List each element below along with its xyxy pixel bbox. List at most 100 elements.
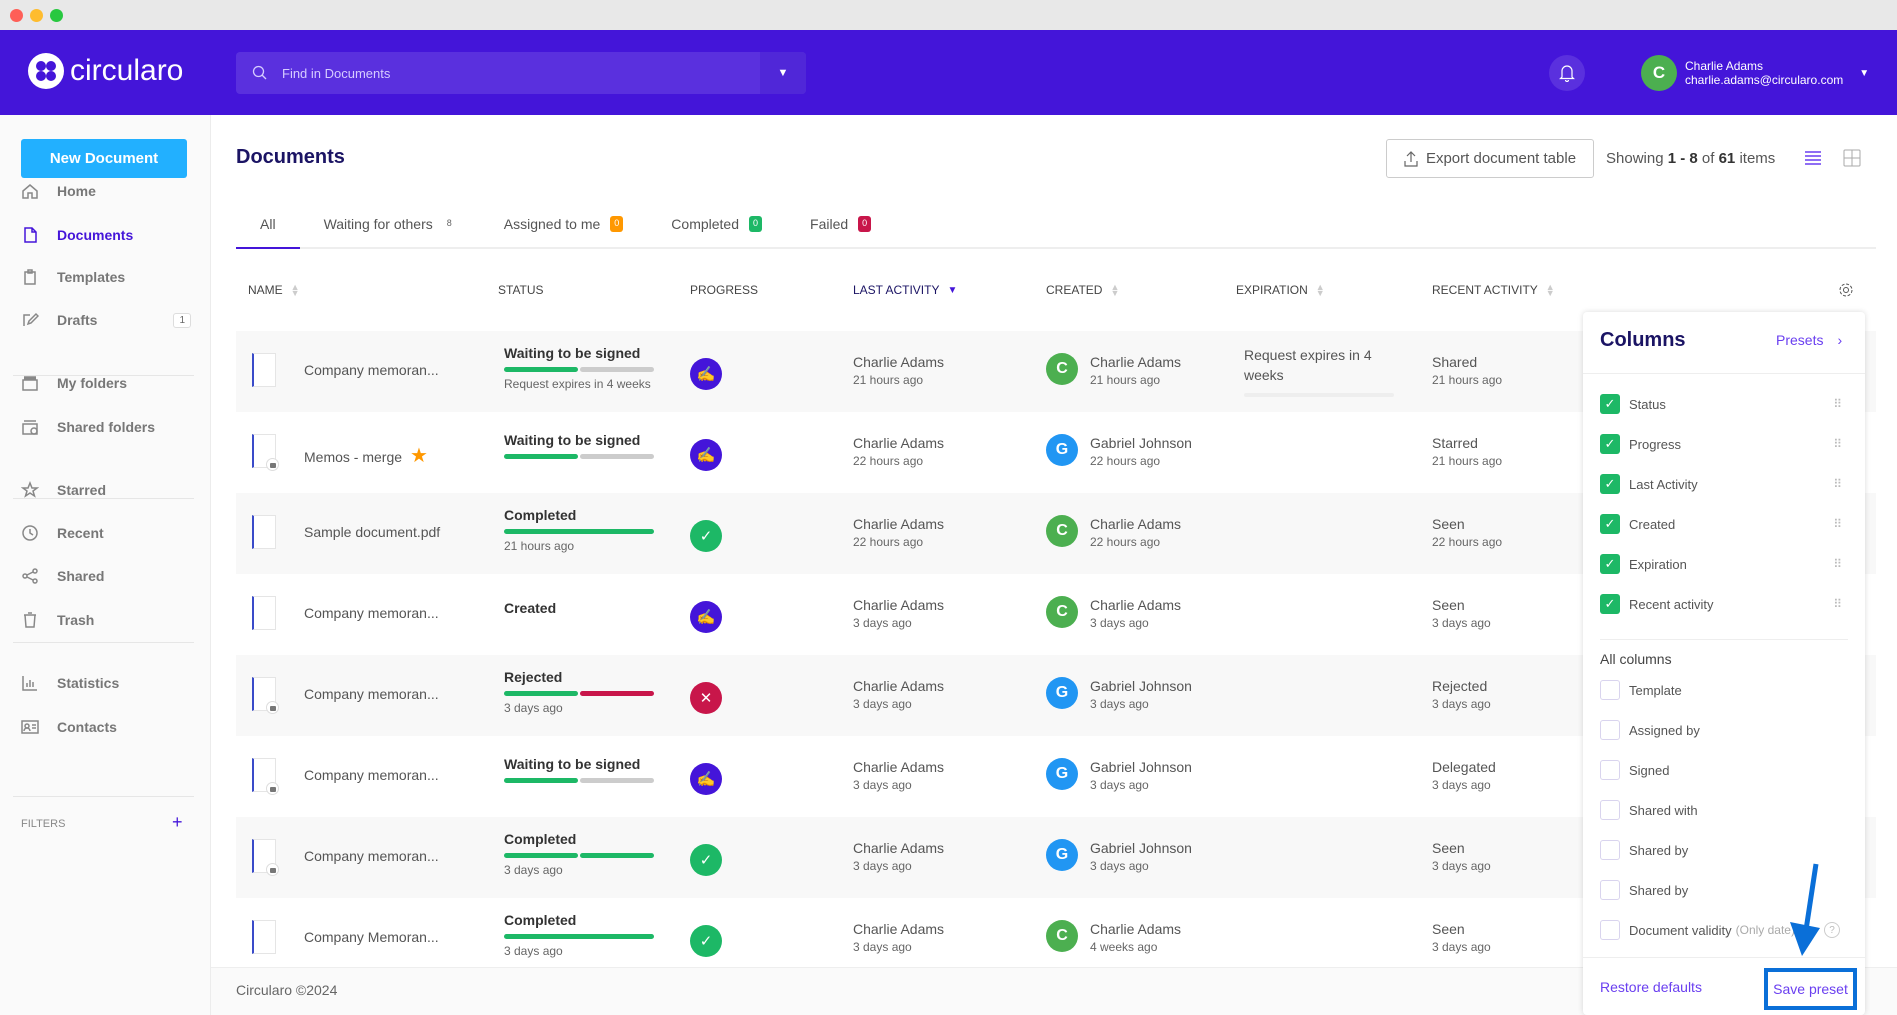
- table-row[interactable]: Company Memoran... Completed 3 days ago ✓…: [236, 898, 1876, 979]
- checkbox-unchecked[interactable]: [1600, 840, 1620, 860]
- column-option-expiration[interactable]: ✓ Expiration ⠿: [1600, 554, 1842, 574]
- tab-completed[interactable]: Completed 0: [647, 210, 786, 249]
- sidebar-item-contacts[interactable]: Contacts: [21, 712, 191, 742]
- column-header-created[interactable]: Created ▲ ▼: [1046, 282, 1120, 298]
- restore-defaults-button[interactable]: Restore defaults: [1600, 979, 1702, 995]
- search-bar[interactable]: Find in Documents ▼: [236, 52, 806, 94]
- progress-sign-icon[interactable]: ✍: [690, 763, 722, 795]
- column-header-last-activity[interactable]: Last activity ▼: [853, 283, 958, 297]
- sidebar-item-trash[interactable]: Trash: [21, 605, 191, 635]
- checkbox-checked[interactable]: ✓: [1600, 514, 1620, 534]
- drag-handle-icon[interactable]: ⠿: [1833, 437, 1842, 451]
- column-option-document-validity[interactable]: Document validity (Only date)?: [1600, 920, 1840, 940]
- checkbox-unchecked[interactable]: [1600, 720, 1620, 740]
- progress-sign-icon[interactable]: ✍: [690, 439, 722, 471]
- checkbox-unchecked[interactable]: [1600, 760, 1620, 780]
- drag-handle-icon[interactable]: ⠿: [1833, 597, 1842, 611]
- list-icon: [1805, 151, 1821, 165]
- list-view-button[interactable]: [1804, 150, 1822, 171]
- column-header-progress[interactable]: Progress: [690, 283, 759, 297]
- status-progress-bar: [504, 778, 654, 783]
- sidebar-item-drafts[interactable]: Drafts 1: [21, 305, 191, 335]
- checkbox-unchecked[interactable]: [1600, 880, 1620, 900]
- user-menu[interactable]: C Charlie Adams charlie.adams@circularo.c…: [1641, 55, 1869, 91]
- add-filter-button[interactable]: +: [172, 812, 183, 832]
- progress-check-icon[interactable]: ✓: [690, 925, 722, 957]
- tab-all[interactable]: All: [236, 210, 300, 249]
- table-row[interactable]: Company memoran... Created ✍ Charlie Ada…: [236, 574, 1876, 655]
- notifications-button[interactable]: [1549, 55, 1585, 91]
- tab-assigned-to-me[interactable]: Assigned to me 0: [480, 210, 648, 249]
- checkbox-checked[interactable]: ✓: [1600, 474, 1620, 494]
- pagination-summary: Showing 1 - 8 of 61 items: [1606, 150, 1776, 167]
- column-option-recent-activity[interactable]: ✓ Recent activity ⠿: [1600, 594, 1842, 614]
- column-option-template[interactable]: Template: [1600, 680, 1840, 700]
- checkbox-checked[interactable]: ✓: [1600, 394, 1620, 414]
- drag-handle-icon[interactable]: ⠿: [1833, 477, 1842, 491]
- sidebar-item-my-folders[interactable]: My folders: [21, 368, 191, 398]
- progress-sign-icon[interactable]: ✍: [690, 358, 722, 390]
- checkbox-checked[interactable]: ✓: [1600, 554, 1620, 574]
- column-header-recent-activity[interactable]: Recent activity ▲ ▼: [1432, 282, 1555, 298]
- sidebar-item-statistics[interactable]: Statistics: [21, 668, 191, 698]
- checkbox-checked[interactable]: ✓: [1600, 594, 1620, 614]
- status-progress-bar: [504, 454, 654, 459]
- gear-icon[interactable]: [1838, 282, 1854, 298]
- save-preset-button[interactable]: Save preset: [1764, 968, 1857, 1010]
- checkbox-unchecked[interactable]: [1600, 920, 1620, 940]
- column-header-status[interactable]: Status: [498, 283, 544, 297]
- table-row[interactable]: Memos - merge ★ Waiting to be signed ✍ Ch…: [236, 412, 1876, 493]
- column-header-name[interactable]: Name ▲ ▼: [248, 282, 300, 298]
- sidebar-item-starred[interactable]: Starred: [21, 475, 191, 505]
- search-dropdown-button[interactable]: ▼: [760, 52, 806, 94]
- column-option-progress[interactable]: ✓ Progress ⠿: [1600, 434, 1842, 454]
- table-row[interactable]: Company memoran... Waiting to be signed …: [236, 736, 1876, 817]
- sidebar-item-shared-folders[interactable]: Shared folders: [21, 412, 191, 442]
- drag-handle-icon[interactable]: ⠿: [1833, 557, 1842, 571]
- tab-failed[interactable]: Failed 0: [786, 210, 895, 249]
- column-option-last-activity[interactable]: ✓ Last Activity ⠿: [1600, 474, 1842, 494]
- presets-link[interactable]: Presets ›: [1776, 332, 1843, 348]
- checkbox-unchecked[interactable]: [1600, 680, 1620, 700]
- logo[interactable]: circularo: [28, 53, 183, 89]
- column-option-signed[interactable]: Signed: [1600, 760, 1840, 780]
- grid-view-button[interactable]: [1843, 149, 1861, 172]
- column-option-shared-by[interactable]: Shared by: [1600, 880, 1840, 900]
- drag-handle-icon[interactable]: ⠿: [1833, 517, 1842, 531]
- avatar: C: [1046, 920, 1078, 952]
- new-document-button[interactable]: New Document: [21, 139, 187, 178]
- sidebar-item-shared[interactable]: Shared: [21, 561, 191, 591]
- sidebar-item-label: Templates: [57, 269, 126, 285]
- tab-waiting-for-others[interactable]: Waiting for others 8: [300, 210, 480, 249]
- columns-panel-title: Columns: [1600, 329, 1686, 351]
- column-option-shared-by[interactable]: Shared by: [1600, 840, 1840, 860]
- column-option-shared-with[interactable]: Shared with: [1600, 800, 1840, 820]
- export-document-table-button[interactable]: Export document table: [1386, 139, 1594, 178]
- search-input[interactable]: Find in Documents: [282, 65, 391, 81]
- recent-activity-cell: Seen 3 days ago: [1432, 597, 1491, 630]
- progress-check-icon[interactable]: ✓: [690, 520, 722, 552]
- tab-count-badge: 0: [858, 216, 872, 232]
- close-window-button[interactable]: [10, 9, 23, 22]
- progress-sign-icon[interactable]: ✍: [690, 601, 722, 633]
- minimize-window-button[interactable]: [30, 9, 43, 22]
- sidebar-item-home[interactable]: Home: [21, 176, 191, 206]
- column-option-status[interactable]: ✓ Status ⠿: [1600, 394, 1842, 414]
- checkbox-unchecked[interactable]: [1600, 800, 1620, 820]
- sidebar-item-templates[interactable]: Templates: [21, 262, 191, 292]
- status-cell: Created: [504, 600, 556, 616]
- sidebar-item-documents[interactable]: Documents: [21, 220, 191, 250]
- star-icon[interactable]: ★: [410, 445, 428, 467]
- column-option-created[interactable]: ✓ Created ⠿: [1600, 514, 1842, 534]
- column-header-expiration[interactable]: Expiration ▲ ▼: [1236, 282, 1325, 298]
- maximize-window-button[interactable]: [50, 9, 63, 22]
- progress-cross-icon[interactable]: ✕: [690, 682, 722, 714]
- document-name: Sample document.pdf: [304, 524, 441, 540]
- checkbox-checked[interactable]: ✓: [1600, 434, 1620, 454]
- folder-icon: [22, 376, 38, 391]
- drag-handle-icon[interactable]: ⠿: [1833, 397, 1842, 411]
- help-icon[interactable]: ?: [1824, 922, 1840, 938]
- column-option-assigned-by[interactable]: Assigned by: [1600, 720, 1840, 740]
- sidebar-item-recent[interactable]: Recent: [21, 518, 191, 548]
- progress-check-icon[interactable]: ✓: [690, 844, 722, 876]
